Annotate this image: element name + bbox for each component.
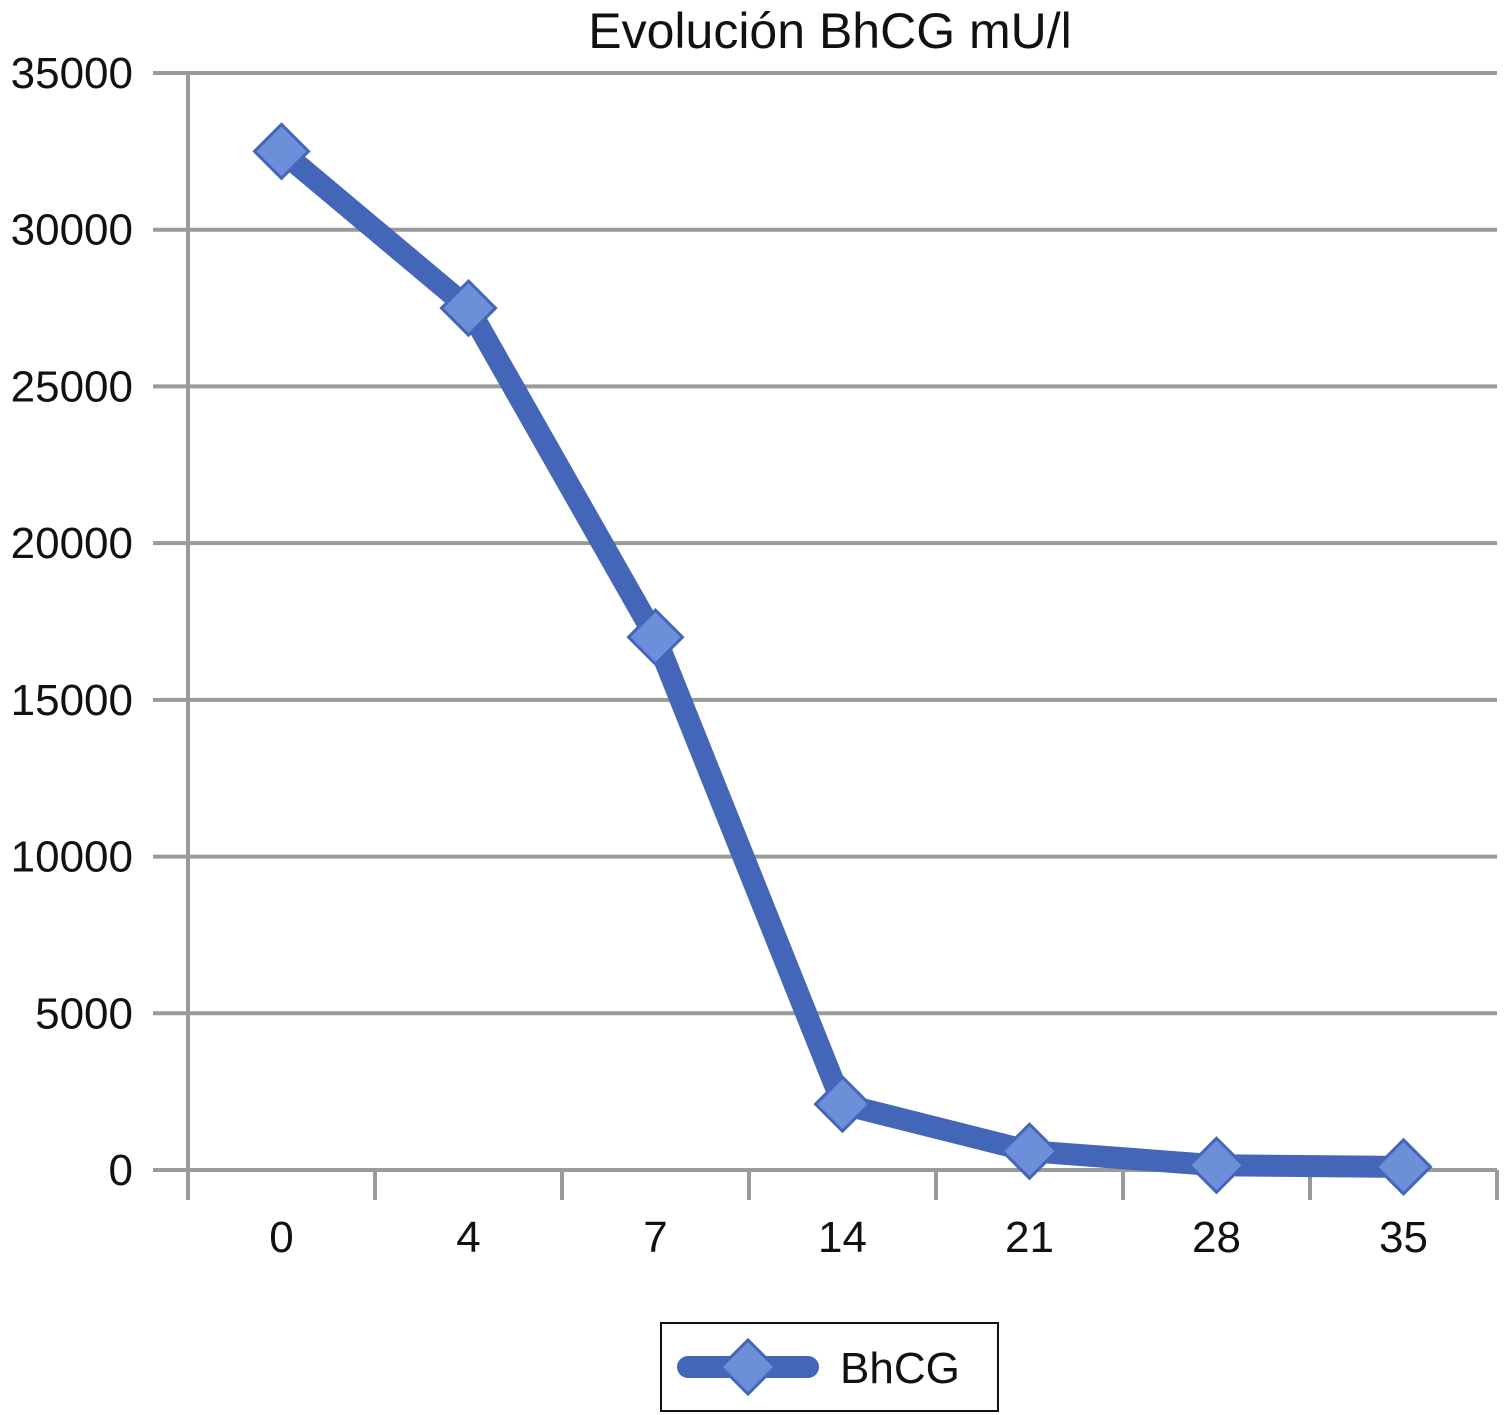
data-point-marker <box>1000 1122 1059 1181</box>
y-tick-label: 25000 <box>11 362 133 411</box>
legend-marker-swatch <box>718 1337 778 1397</box>
data-point-marker <box>626 608 685 667</box>
data-point-marker <box>813 1075 872 1134</box>
x-tick-label: 14 <box>818 1213 867 1262</box>
x-tick-labels: 0 4 7 14 21 28 35 <box>269 1213 1428 1262</box>
legend: BhCG <box>660 1322 999 1412</box>
y-tick-label: 15000 <box>11 676 133 725</box>
y-tick-label: 0 <box>109 1146 133 1195</box>
x-tick-label: 28 <box>1192 1213 1241 1262</box>
data-point-marker <box>439 278 498 338</box>
y-tick-label: 30000 <box>11 206 133 255</box>
y-tick-label: 10000 <box>11 833 133 882</box>
x-tick-label: 4 <box>456 1213 480 1262</box>
data-point-marker <box>1187 1136 1246 1195</box>
x-tick-label: 21 <box>1005 1213 1054 1262</box>
y-tick-label: 35000 <box>11 49 133 98</box>
x-tick-label: 0 <box>269 1213 293 1262</box>
y-tick-label: 20000 <box>11 519 133 568</box>
gridlines <box>153 71 1497 1172</box>
x-tick-label: 35 <box>1379 1213 1428 1262</box>
chart-title: Evolución BhCG mU/l <box>588 3 1072 59</box>
x-tick-label: 7 <box>643 1213 667 1262</box>
series-bhcg <box>252 122 1433 1196</box>
data-point-marker <box>252 122 311 181</box>
data-point-marker <box>1374 1137 1433 1196</box>
axes <box>186 73 1499 1200</box>
y-tick-labels: 0 5000 10000 15000 20000 25000 30000 35000 <box>11 49 133 1195</box>
y-tick-label: 5000 <box>35 989 133 1038</box>
legend-label-bhcg: BhCG <box>840 1344 960 1393</box>
